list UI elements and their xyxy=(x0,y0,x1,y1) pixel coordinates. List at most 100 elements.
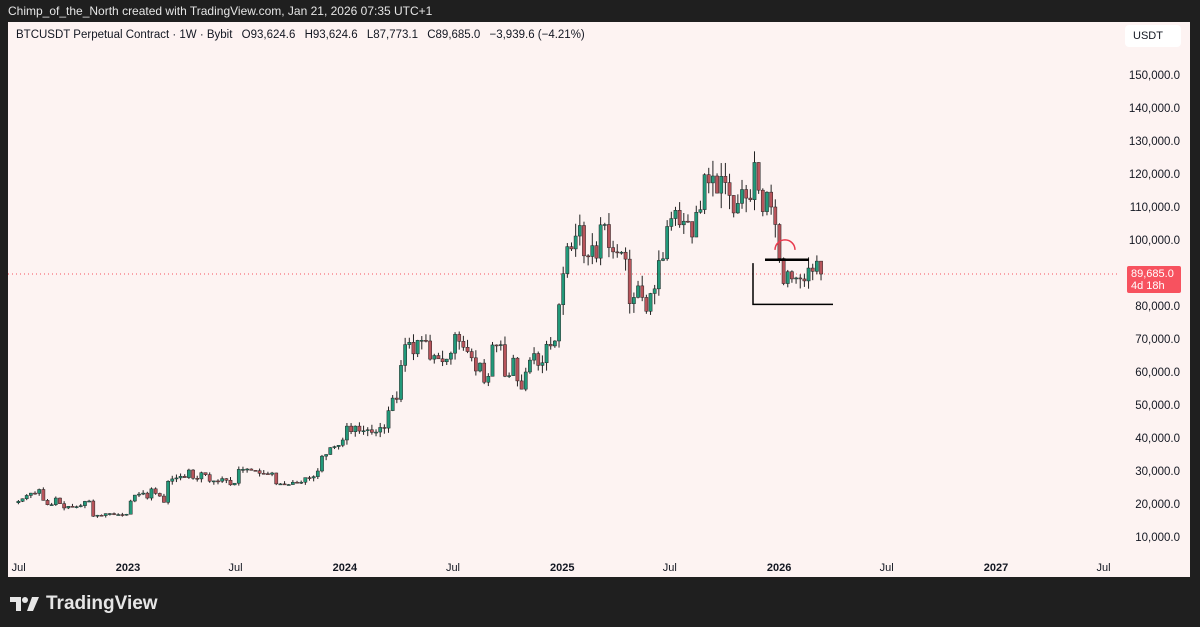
candle-body xyxy=(182,476,187,478)
candle xyxy=(706,167,711,194)
candle xyxy=(345,423,349,445)
candle-body xyxy=(519,380,524,390)
candle xyxy=(411,334,416,361)
candle-body xyxy=(436,355,441,360)
x-tick-label: 2027 xyxy=(984,562,1008,574)
y-tick-label: 150,000.0 xyxy=(1129,70,1180,82)
candle-body xyxy=(91,500,96,517)
candle xyxy=(357,422,362,434)
candle-body xyxy=(731,195,736,214)
candle xyxy=(636,280,640,299)
candle-body xyxy=(216,480,220,483)
candle xyxy=(153,487,158,495)
candle-body xyxy=(62,503,66,509)
candle-body xyxy=(619,251,624,254)
candle xyxy=(760,188,765,217)
candle-body xyxy=(120,514,125,516)
candle-body xyxy=(681,220,686,226)
candle xyxy=(665,220,670,261)
candle xyxy=(419,336,424,350)
chart-panel[interactable] xyxy=(8,22,1190,577)
candle-body xyxy=(232,482,237,486)
candle-body xyxy=(432,355,437,360)
candle-body xyxy=(444,358,449,363)
candle-body xyxy=(544,344,549,364)
candle xyxy=(128,499,133,515)
candle xyxy=(611,240,615,259)
candle-body xyxy=(457,334,462,342)
credit-text: Chimp_of_the_North created with TradingV… xyxy=(8,4,433,18)
candle xyxy=(307,475,312,481)
y-tick-label: 70,000.0 xyxy=(1135,334,1180,346)
candle-body xyxy=(469,351,474,359)
candle xyxy=(557,303,561,348)
candle-body xyxy=(465,347,470,352)
candle xyxy=(607,213,611,258)
candle xyxy=(573,223,578,257)
candle xyxy=(349,423,353,435)
candle-body xyxy=(87,500,91,503)
candle xyxy=(332,445,337,450)
candle xyxy=(62,501,66,511)
candle xyxy=(744,184,749,213)
candle xyxy=(661,252,665,262)
candle-body xyxy=(278,483,283,486)
candle-body xyxy=(503,344,507,377)
candle xyxy=(103,513,108,518)
candle-body xyxy=(386,410,391,429)
candle xyxy=(261,470,266,475)
candle xyxy=(523,367,528,392)
currency-button[interactable]: USDT xyxy=(1125,25,1181,47)
candle xyxy=(166,480,170,505)
candle xyxy=(303,477,308,485)
candle-body xyxy=(132,494,137,502)
candle-body xyxy=(540,362,545,366)
candle xyxy=(37,488,42,496)
symbol-label[interactable]: BTCUSDT Perpetual Contract · 1W · Bybit xyxy=(16,29,233,41)
candle xyxy=(278,483,283,486)
candle-body xyxy=(320,455,324,472)
candle xyxy=(632,292,636,313)
candle xyxy=(715,173,719,194)
candle-body xyxy=(428,340,432,360)
candle-body xyxy=(241,469,245,471)
y-tick-label: 120,000.0 xyxy=(1129,169,1180,181)
candle-body xyxy=(490,344,495,377)
candle-body xyxy=(744,189,749,199)
candle xyxy=(785,269,790,288)
y-tick-label: 40,000.0 xyxy=(1135,433,1180,445)
candle-body xyxy=(270,472,274,475)
candle-body xyxy=(224,478,229,481)
candle xyxy=(528,357,532,374)
candle-body xyxy=(382,427,387,429)
candle xyxy=(494,344,499,353)
candle xyxy=(503,336,507,378)
candle-body xyxy=(66,506,71,509)
candle xyxy=(627,249,632,314)
candle-body xyxy=(407,342,412,345)
candle xyxy=(70,503,75,508)
candle-body xyxy=(698,209,703,213)
candle xyxy=(619,251,624,255)
candle xyxy=(232,482,237,486)
candle xyxy=(553,340,557,348)
candle xyxy=(83,500,87,509)
candle xyxy=(586,254,590,266)
candle-body xyxy=(553,340,557,347)
candle xyxy=(353,425,358,437)
candle xyxy=(174,474,179,483)
candle-body xyxy=(785,271,790,284)
candle xyxy=(33,491,37,495)
candle-body xyxy=(137,493,141,496)
candle-body xyxy=(656,260,661,290)
candle-body xyxy=(166,480,170,503)
candle-body xyxy=(24,495,29,499)
candle xyxy=(49,502,54,506)
candle xyxy=(178,473,183,481)
candle-body xyxy=(765,191,769,212)
candle xyxy=(266,471,270,475)
candle-body xyxy=(103,513,108,516)
candle-body xyxy=(266,473,270,475)
candle-body xyxy=(116,514,121,516)
candle xyxy=(286,483,291,486)
